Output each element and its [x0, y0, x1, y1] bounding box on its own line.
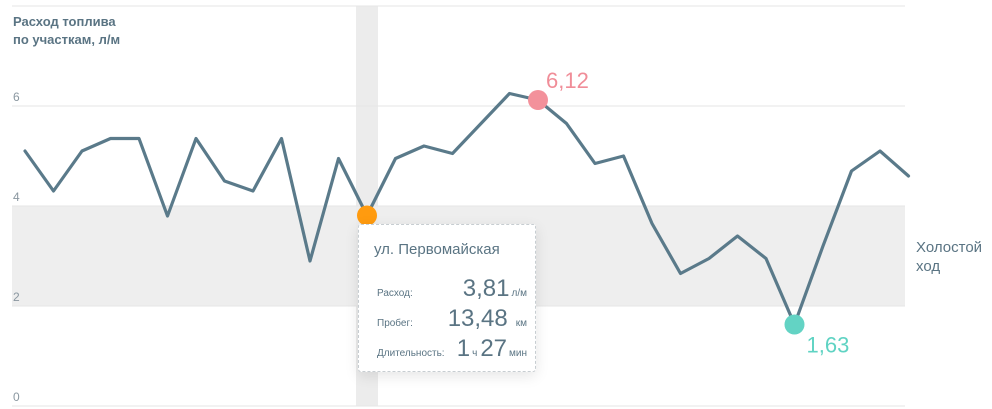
min-point[interactable]	[784, 314, 805, 335]
y-tick-label: 4	[13, 190, 20, 204]
duration-minutes-unit: мин	[509, 348, 527, 359]
band-label-line-2: ход	[916, 258, 940, 275]
y-tick-label: 2	[13, 290, 20, 304]
chart-title-line-1: Расход топлива	[13, 14, 116, 29]
chart-title-line-2: по участкам, л/м	[13, 32, 120, 47]
tooltip-row-mileage: Пробег: 13,48 км	[377, 303, 527, 333]
mileage-value-group: 13,48 км	[448, 305, 527, 333]
segment-tooltip: ул. Первомайская Расход: 3,81 л/м Пробег:…	[358, 224, 536, 372]
mileage-unit: км	[515, 318, 527, 329]
duration-label: Длительность:	[377, 348, 445, 359]
consumption-unit: л/м	[511, 288, 528, 299]
y-tick-label: 6	[13, 90, 20, 104]
consumption-value-group: 3,81 л/м	[463, 275, 527, 303]
series-line	[23, 91, 911, 327]
max-value-label: 6,12	[546, 68, 589, 93]
tooltip-street: ул. Первомайская	[374, 241, 500, 258]
duration-minutes: 27	[480, 335, 508, 362]
y-axis: 0 2 4 6	[13, 90, 20, 404]
tooltip-row-duration: Длительность: 1 ч 27 мин	[377, 333, 527, 363]
band-label-line-1: Холостой	[916, 239, 982, 256]
selected-point[interactable]	[357, 205, 377, 226]
max-point[interactable]	[528, 90, 548, 110]
y-tick-label: 0	[13, 390, 20, 404]
consumption-value: 3,81	[462, 275, 510, 302]
consumption-label: Расход:	[377, 288, 413, 299]
duration-hours-unit: ч	[472, 348, 478, 359]
mileage-value: 13,48	[447, 305, 508, 332]
mileage-label: Пробег:	[377, 318, 413, 329]
min-value-label: 1,63	[807, 333, 850, 358]
duration-value-group: 1 ч 27 мин	[457, 335, 527, 363]
duration-hours: 1	[456, 335, 471, 362]
tooltip-row-consumption: Расход: 3,81 л/м	[377, 273, 527, 303]
